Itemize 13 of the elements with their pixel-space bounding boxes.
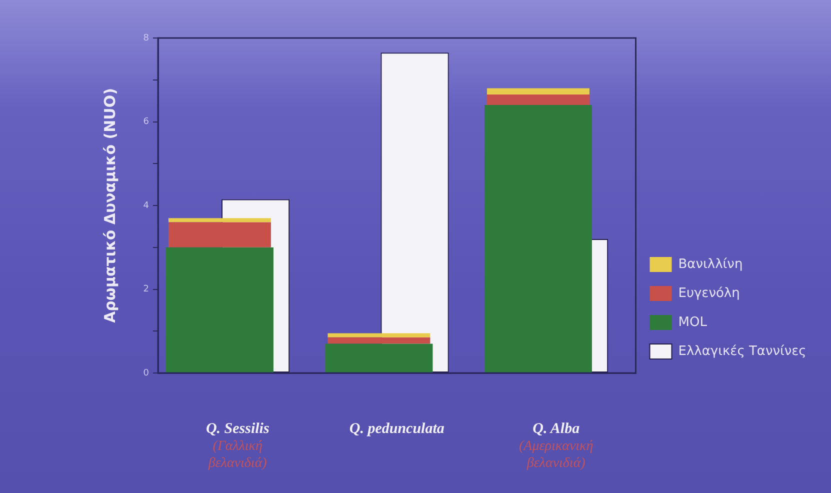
y-tick-label: 6 (143, 117, 150, 128)
legend-label: Ευγενόλη (678, 286, 740, 301)
x-tick-label: Q. Sessilis (Γαλλική βελανιδιά) (206, 421, 270, 471)
x-tick-label: Q. pedunculata (349, 421, 445, 437)
y-axis-title: Αρωματικό Δυναμικό (NUO) (100, 88, 119, 323)
x-tick-label: Q. Alba (Αμερικανική βελανιδιά) (519, 421, 594, 471)
legend-label: MOL (678, 314, 708, 330)
y-tick-label: 4 (143, 200, 150, 211)
legend-label: Βανιλλίνη (678, 256, 743, 272)
y-tick-label: 8 (143, 33, 150, 44)
y-tick-label: 2 (143, 284, 149, 295)
legend-label: Ελλαγικές Ταννίνες (678, 344, 806, 359)
y-tick-label: 0 (143, 368, 150, 378)
